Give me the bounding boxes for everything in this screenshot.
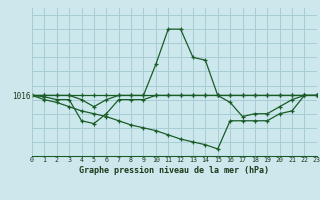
X-axis label: Graphe pression niveau de la mer (hPa): Graphe pression niveau de la mer (hPa) <box>79 166 269 175</box>
